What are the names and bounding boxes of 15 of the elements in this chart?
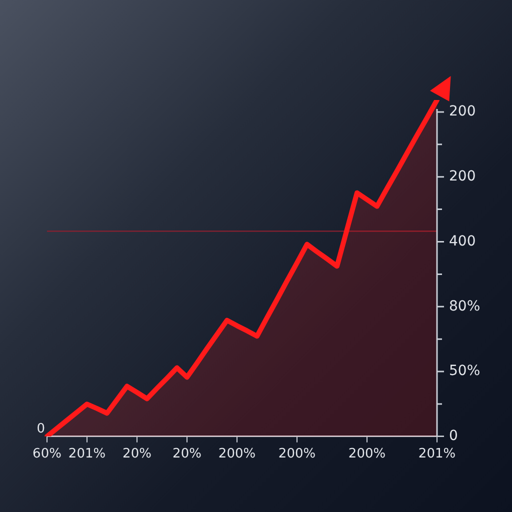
x-tick-label: 200% xyxy=(218,446,256,462)
x-tick-label: 20% xyxy=(172,446,202,462)
text: 0 xyxy=(449,428,458,444)
x-tick-label: 201% xyxy=(68,446,106,462)
x-tick-label: 200% xyxy=(348,446,386,462)
text: 200 xyxy=(449,104,476,120)
text: 80% xyxy=(449,298,480,314)
x-tick-label: 60% xyxy=(32,446,62,462)
text: 50% xyxy=(449,363,480,380)
x-tick-label: 20% xyxy=(122,446,152,462)
annotation: 0 xyxy=(36,421,45,436)
text: 400 xyxy=(449,233,476,250)
x-tick-label: 201% xyxy=(418,446,456,462)
x-tick-label: 200% xyxy=(278,446,316,462)
text: 200 xyxy=(449,168,476,185)
